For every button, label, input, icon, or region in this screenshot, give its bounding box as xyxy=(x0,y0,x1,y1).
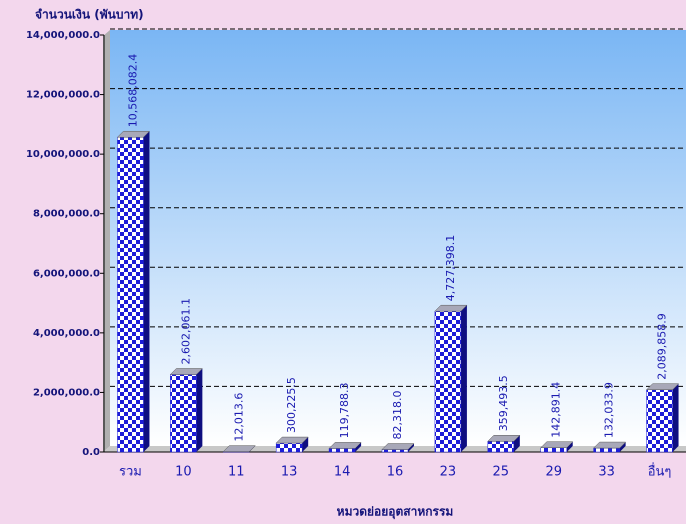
bar-side xyxy=(513,435,520,452)
x-tick-label: 14 xyxy=(334,465,351,480)
bar-top xyxy=(540,441,574,448)
bar xyxy=(170,374,197,453)
bar-top xyxy=(434,304,468,312)
value-label: 12,013.6 xyxy=(232,393,245,442)
bar xyxy=(381,449,409,453)
x-tick-label: 33 xyxy=(598,465,615,480)
y-tick-label: 6,000,000.0 xyxy=(33,268,100,279)
value-label: 359,493.5 xyxy=(497,375,510,431)
bar-top xyxy=(116,130,151,138)
bar xyxy=(487,441,515,453)
bar-top xyxy=(275,436,309,444)
bar-top xyxy=(169,368,203,375)
bar-side xyxy=(672,383,679,452)
bar-top xyxy=(328,442,362,449)
x-tick-label: 11 xyxy=(228,465,245,480)
value-label: 142,891.4 xyxy=(550,382,563,438)
bar xyxy=(593,447,620,453)
bar-side xyxy=(566,441,573,452)
bar-side xyxy=(143,131,150,453)
y-tick-label: 12,000,000.0 xyxy=(26,90,100,101)
bar xyxy=(328,448,356,453)
bar xyxy=(540,447,567,453)
bar-top xyxy=(381,443,415,450)
value-label: 10,568,082.4 xyxy=(126,54,139,127)
bar-side xyxy=(408,443,414,452)
bar xyxy=(117,136,144,453)
left-wall xyxy=(103,30,110,452)
bar-top xyxy=(487,435,521,442)
x-axis-title: หมวดย่อยอุตสาหกรรม xyxy=(337,505,454,520)
bar-top xyxy=(593,441,627,449)
bar-side xyxy=(619,442,626,452)
x-tick-label: 13 xyxy=(281,465,298,480)
x-tick-label: 10 xyxy=(175,465,192,480)
value-label: 300,225.5 xyxy=(285,377,298,433)
x-tick-label: 16 xyxy=(387,465,404,480)
value-label: 132,033.9 xyxy=(603,382,616,438)
y-axis-title: จำนวนเงิน (พันบาท) xyxy=(35,8,144,22)
x-tick-label: 25 xyxy=(493,465,510,480)
y-tick-label: 0.0 xyxy=(82,447,100,458)
bar-side xyxy=(302,437,309,452)
x-tick-label: รวม xyxy=(119,465,142,480)
bar-top xyxy=(222,445,256,452)
y-tick-label: 4,000,000.0 xyxy=(33,328,100,339)
value-label: 119,788.3 xyxy=(338,382,351,438)
y-tick-label: 8,000,000.0 xyxy=(33,209,100,220)
bar-side xyxy=(196,368,203,452)
y-tick-label: 10,000,000.0 xyxy=(26,149,100,160)
bar xyxy=(646,389,673,453)
bar-top xyxy=(645,383,680,391)
bar xyxy=(275,442,303,453)
value-label: 82,318.0 xyxy=(391,391,404,440)
y-tick-label: 14,000,000.0 xyxy=(26,30,100,41)
plot-area xyxy=(110,30,686,446)
value-label: 4,727,398.1 xyxy=(444,235,457,301)
bar-side xyxy=(355,442,362,452)
x-tick-label: 23 xyxy=(440,465,457,480)
value-label: 2,089,858.9 xyxy=(656,313,669,379)
bar-side xyxy=(460,305,467,452)
x-tick-label: 29 xyxy=(545,465,562,480)
y-tick-label: 2,000,000.0 xyxy=(33,387,100,398)
x-tick-label: อื่นๆ xyxy=(648,463,672,480)
value-label: 2,602,061.1 xyxy=(179,298,192,364)
bar xyxy=(434,310,462,453)
